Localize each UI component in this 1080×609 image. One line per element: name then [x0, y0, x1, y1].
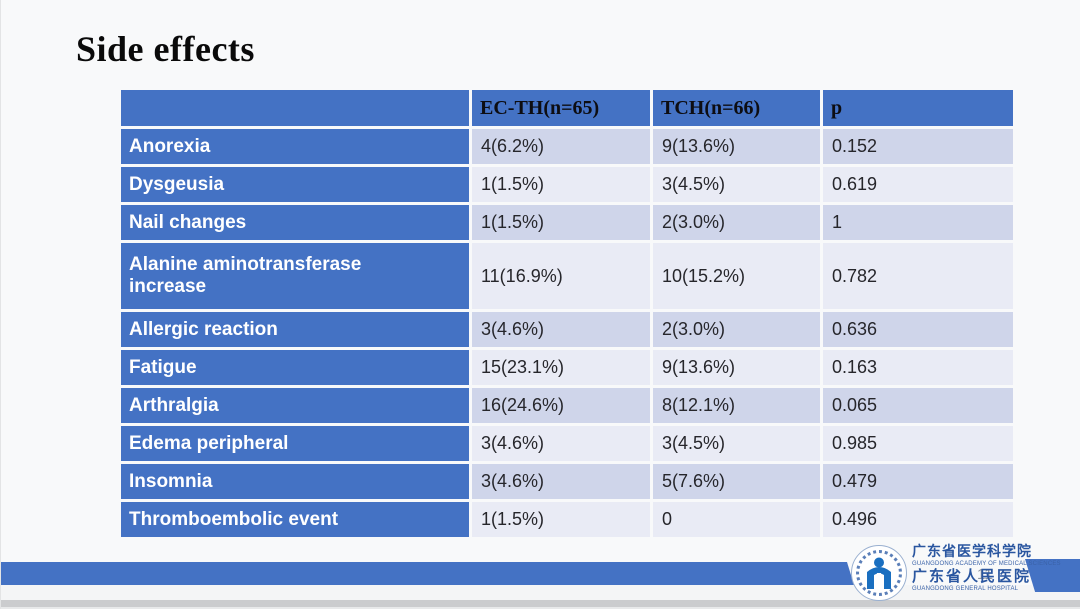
cell-ec-th: 15(23.1%) — [472, 350, 650, 385]
row-label: Insomnia — [121, 464, 469, 499]
cell-tch: 9(13.6%) — [653, 350, 820, 385]
table-row: Edema peripheral 3(4.6%) 3(4.5%) 0.985 — [121, 426, 1013, 461]
cell-ec-th: 3(4.6%) — [472, 312, 650, 347]
side-effects-table: EC-TH(n=65) TCH(n=66) p Anorexia 4(6.2%)… — [118, 87, 1016, 540]
row-label: Allergic reaction — [121, 312, 469, 347]
header-ec-th: EC-TH(n=65) — [472, 90, 650, 126]
row-label: Alanine aminotransferase increase — [121, 243, 469, 309]
row-label: Nail changes — [121, 205, 469, 240]
hospital-name-en-line1: GUANGDONG ACADEMY OF MEDICAL SCIENCES — [912, 561, 1061, 567]
table-row: Dysgeusia 1(1.5%) 3(4.5%) 0.619 — [121, 167, 1013, 202]
table-row: Fatigue 15(23.1%) 9(13.6%) 0.163 — [121, 350, 1013, 385]
cell-tch: 3(4.5%) — [653, 426, 820, 461]
bottom-edge-strip — [1, 607, 1080, 609]
table-row: Insomnia 3(4.6%) 5(7.6%) 0.479 — [121, 464, 1013, 499]
cell-ec-th: 4(6.2%) — [472, 129, 650, 164]
slide-page-number: 11 — [977, 566, 993, 583]
hospital-name-cn-line1: 广东省医学科学院 — [912, 545, 1032, 560]
table-row: Arthralgia 16(24.6%) 8(12.1%) 0.065 — [121, 388, 1013, 423]
page-title: Side effects — [76, 29, 255, 69]
cell-p: 0.985 — [823, 426, 1013, 461]
cell-p: 0.496 — [823, 502, 1013, 537]
table-row: Nail changes 1(1.5%) 2(3.0%) 1 — [121, 205, 1013, 240]
row-label: Edema peripheral — [121, 426, 469, 461]
cell-p: 0.479 — [823, 464, 1013, 499]
cell-ec-th: 3(4.6%) — [472, 464, 650, 499]
hospital-logo-icon — [851, 545, 907, 601]
cell-ec-th: 1(1.5%) — [472, 167, 650, 202]
hospital-name-en-line2: GUANGDONG GENERAL HOSPITAL — [912, 586, 1019, 592]
bottom-gray-strip — [1, 600, 1080, 607]
logo-emblem-figure — [867, 557, 891, 589]
footer-light-strip — [1, 585, 1080, 600]
table-row: Anorexia 4(6.2%) 9(13.6%) 0.152 — [121, 129, 1013, 164]
table-header-row: EC-TH(n=65) TCH(n=66) p — [121, 90, 1013, 126]
cell-p: 0.065 — [823, 388, 1013, 423]
hospital-name-cn-line2: 广东省人民医院 — [912, 569, 1032, 585]
cell-tch: 3(4.5%) — [653, 167, 820, 202]
cell-tch: 10(15.2%) — [653, 243, 820, 309]
cell-tch: 5(7.6%) — [653, 464, 820, 499]
row-label: Arthralgia — [121, 388, 469, 423]
cell-ec-th: 1(1.5%) — [472, 205, 650, 240]
row-label: Anorexia — [121, 129, 469, 164]
cell-ec-th: 3(4.6%) — [472, 426, 650, 461]
header-tch: TCH(n=66) — [653, 90, 820, 126]
cell-p: 1 — [823, 205, 1013, 240]
row-label: Dysgeusia — [121, 167, 469, 202]
cell-ec-th: 16(24.6%) — [472, 388, 650, 423]
header-p: p — [823, 90, 1013, 126]
row-label: Fatigue — [121, 350, 469, 385]
cell-tch: 0 — [653, 502, 820, 537]
hospital-name-block: 广东省医学科学院 GUANGDONG ACADEMY OF MEDICAL SC… — [912, 545, 1061, 593]
cell-tch: 9(13.6%) — [653, 129, 820, 164]
row-label: Thromboembolic event — [121, 502, 469, 537]
header-empty-cell — [121, 90, 469, 126]
table-row: Thromboembolic event 1(1.5%) 0 0.496 — [121, 502, 1013, 537]
cell-p: 0.152 — [823, 129, 1013, 164]
table-row: Allergic reaction 3(4.6%) 2(3.0%) 0.636 — [121, 312, 1013, 347]
cell-ec-th: 1(1.5%) — [472, 502, 650, 537]
cell-tch: 2(3.0%) — [653, 205, 820, 240]
table-row: Alanine aminotransferase increase 11(16.… — [121, 243, 1013, 309]
cell-p: 0.636 — [823, 312, 1013, 347]
cell-ec-th: 11(16.9%) — [472, 243, 650, 309]
footer-accent-parallelogram — [1025, 559, 1080, 592]
cell-tch: 8(12.1%) — [653, 388, 820, 423]
logo-ring — [856, 550, 902, 596]
cell-tch: 2(3.0%) — [653, 312, 820, 347]
footer-accent-bar — [1, 562, 854, 585]
cell-p: 0.782 — [823, 243, 1013, 309]
cell-p: 0.619 — [823, 167, 1013, 202]
cell-p: 0.163 — [823, 350, 1013, 385]
